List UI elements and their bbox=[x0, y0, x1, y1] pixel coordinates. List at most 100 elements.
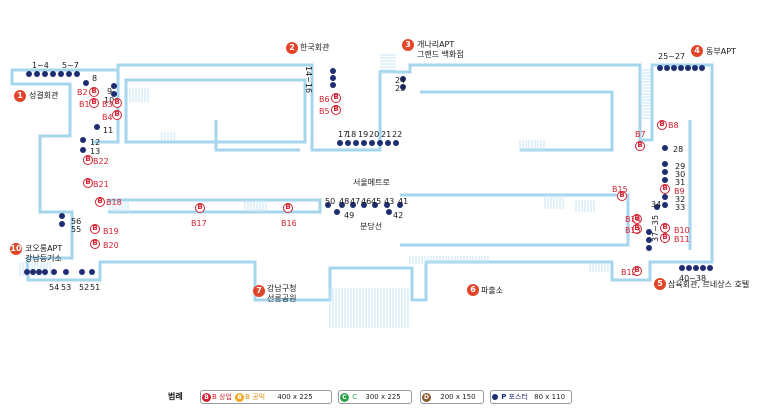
poster-dot bbox=[385, 140, 391, 146]
poster-label: 31 bbox=[675, 178, 686, 187]
poster-dot bbox=[400, 84, 406, 90]
poster-dot bbox=[337, 140, 343, 146]
board-label: B2 bbox=[77, 88, 88, 97]
billboard-icon: B bbox=[89, 98, 99, 108]
poster-dot bbox=[24, 269, 30, 275]
board-label: B21 bbox=[93, 180, 109, 189]
poster-dot bbox=[26, 71, 32, 77]
poster-label: 45 bbox=[371, 197, 382, 206]
landmark-label: 성결회관 bbox=[29, 91, 59, 100]
poster-label: 19 bbox=[358, 130, 369, 139]
board-label: B8 bbox=[668, 121, 679, 130]
landmark-label: 강남등기소 bbox=[25, 254, 62, 263]
poster-dot bbox=[679, 265, 685, 271]
landmark-badge: 7 bbox=[253, 285, 265, 297]
poster-icon bbox=[492, 394, 498, 400]
landmark-badge: 2 bbox=[286, 42, 298, 54]
poster-dot bbox=[34, 71, 40, 77]
billboard-icon: B bbox=[202, 392, 211, 402]
billboard-icon: B bbox=[635, 141, 645, 151]
poster-label: 30 bbox=[675, 170, 686, 179]
center-label-top: 서울메트로 bbox=[353, 178, 390, 187]
poster-dot bbox=[59, 213, 65, 219]
poster-dot bbox=[42, 269, 48, 275]
billboard-icon: B bbox=[657, 120, 667, 130]
billboard-icon: B bbox=[83, 155, 93, 165]
poster-dot bbox=[372, 202, 378, 208]
billboard-icon: B bbox=[632, 266, 642, 276]
landmark-badge: 10 bbox=[10, 243, 22, 255]
billboard-icon: B bbox=[90, 239, 100, 249]
board-label: B3 bbox=[102, 100, 113, 109]
poster-dot bbox=[657, 65, 663, 71]
board-label: B1 bbox=[79, 100, 90, 109]
poster-dot bbox=[350, 202, 356, 208]
poster-dot bbox=[386, 209, 392, 215]
legend-c-size: 300 x 225 bbox=[365, 393, 401, 401]
board-label: B4 bbox=[102, 113, 113, 122]
poster-label: 9 bbox=[107, 87, 113, 96]
poster-label: 20 bbox=[369, 130, 380, 139]
poster-dot bbox=[692, 65, 698, 71]
board-label: B12 bbox=[621, 268, 637, 277]
poster-dot bbox=[377, 140, 383, 146]
billboard-icon: B bbox=[89, 87, 99, 97]
poster-dot bbox=[89, 269, 95, 275]
poster-dot bbox=[345, 140, 351, 146]
poster-dot bbox=[325, 202, 331, 208]
poster-dot bbox=[353, 140, 359, 146]
poster-dot bbox=[685, 65, 691, 71]
poster-dot bbox=[63, 269, 69, 275]
poster-label: 12 bbox=[90, 138, 101, 147]
poster-dot bbox=[330, 82, 336, 88]
legend-c-box: C C 300 x 225 bbox=[338, 390, 412, 404]
poster-label: 48 bbox=[339, 197, 350, 206]
legend-p-box: P 포스터 80 x 110 bbox=[490, 390, 572, 404]
poster-dot bbox=[646, 245, 652, 251]
poster-label: 47 bbox=[350, 197, 361, 206]
billboard-icon: B bbox=[660, 233, 670, 243]
landmark-label: 그랜드 백화점 bbox=[417, 50, 464, 59]
poster-label: 5~7 bbox=[62, 61, 79, 70]
poster-dot bbox=[330, 75, 336, 81]
poster-label: 17 bbox=[338, 130, 349, 139]
board-label: B9 bbox=[674, 187, 685, 196]
billboard-icon: B bbox=[195, 203, 205, 213]
poster-label: 53 bbox=[61, 283, 72, 292]
poster-dot bbox=[662, 145, 668, 151]
poster-label: 23 bbox=[395, 84, 406, 93]
poster-dot bbox=[678, 65, 684, 71]
poster-dot bbox=[74, 71, 80, 77]
poster-dot bbox=[79, 269, 85, 275]
landmark-label: 선릉공원 bbox=[267, 294, 297, 303]
poster-label: 22 bbox=[392, 130, 403, 139]
poster-dot bbox=[339, 202, 345, 208]
poster-dot bbox=[94, 124, 100, 130]
poster-dot bbox=[42, 71, 48, 77]
board-label: B19 bbox=[103, 227, 119, 236]
poster-dot bbox=[700, 265, 706, 271]
poster-label: 10 bbox=[104, 96, 115, 105]
board-label: B6 bbox=[319, 95, 330, 104]
poster-dot bbox=[662, 169, 668, 175]
poster-label: 14~16 bbox=[304, 66, 313, 94]
board-label: B13 bbox=[625, 226, 641, 235]
poster-label: 33 bbox=[675, 203, 686, 212]
legend-p-size: 80 x 110 bbox=[534, 393, 566, 401]
billboard-icon: B bbox=[632, 214, 642, 224]
poster-label: 40~38 bbox=[679, 274, 707, 283]
poster-dot bbox=[330, 68, 336, 74]
poster-label: 28 bbox=[673, 145, 684, 154]
poster-dot bbox=[111, 83, 117, 89]
billboard-icon: B bbox=[660, 184, 670, 194]
landmark-badge: 4 bbox=[691, 45, 703, 57]
legend-title: 범례 bbox=[168, 392, 183, 401]
poster-label: 13 bbox=[90, 147, 101, 156]
poster-label: 29 bbox=[675, 162, 686, 171]
c-icon: C bbox=[340, 392, 349, 402]
board-label: B22 bbox=[93, 157, 109, 166]
billboard-icon: B bbox=[331, 93, 341, 103]
board-label: B14 bbox=[625, 215, 641, 224]
billboard-icon: B bbox=[632, 224, 642, 234]
